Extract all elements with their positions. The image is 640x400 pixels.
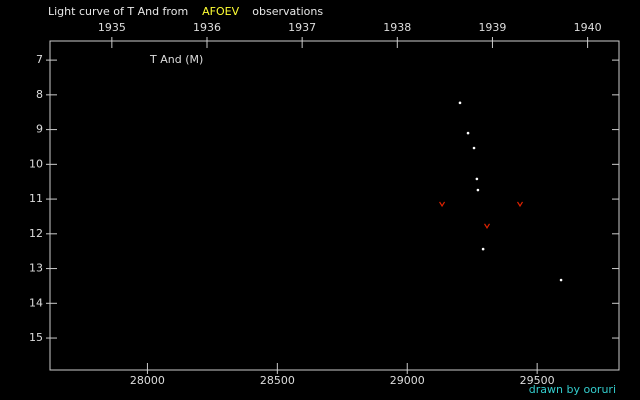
annotation: T And (M) — [149, 53, 203, 66]
x-tick-label: 28000 — [130, 374, 165, 387]
y-tick-label: 14 — [29, 296, 43, 309]
marker-limit — [439, 201, 446, 208]
marker-limit — [517, 201, 524, 208]
y-tick-label: 8 — [36, 88, 43, 101]
x2-tick-label: 1939 — [478, 21, 506, 34]
y-tick-label: 13 — [29, 262, 43, 275]
x-tick-label: 29000 — [390, 374, 425, 387]
marker-point — [466, 131, 470, 135]
marker-point — [481, 247, 485, 251]
marker-point — [472, 146, 476, 150]
x2-tick-label: 1936 — [193, 21, 221, 34]
marker-point — [458, 101, 462, 105]
y-tick-label: 7 — [36, 53, 43, 66]
title-part: observations — [252, 5, 323, 18]
x2-tick-label: 1935 — [98, 21, 126, 34]
marker-limit — [484, 223, 491, 229]
x2-tick-label: 1937 — [288, 21, 316, 34]
y-tick-label: 15 — [29, 331, 43, 344]
plot-frame — [49, 40, 620, 371]
marker-point — [475, 177, 479, 181]
credit: drawn by ooruri — [529, 383, 616, 396]
x-tick-label: 28500 — [260, 374, 295, 387]
chart-title: Light curve of T And from AFOEV observatio… — [48, 5, 323, 18]
y-tick-label: 12 — [29, 227, 43, 240]
marker-point — [559, 278, 563, 282]
y-tick-label: 9 — [36, 123, 43, 136]
x-tick-label: 29500 — [520, 374, 555, 387]
x2-tick-label: 1938 — [383, 21, 411, 34]
y-tick-label: 11 — [29, 192, 43, 205]
title-part: AFOEV — [202, 5, 239, 18]
x2-tick-label: 1940 — [574, 21, 602, 34]
y-tick-label: 10 — [29, 157, 43, 170]
marker-point — [476, 188, 480, 192]
title-part: Light curve of T And from — [48, 5, 188, 18]
